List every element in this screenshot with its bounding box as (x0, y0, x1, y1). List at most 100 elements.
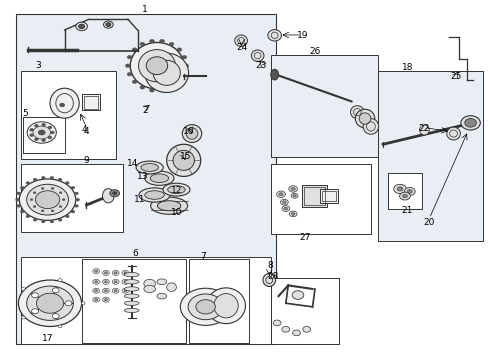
Circle shape (122, 288, 128, 293)
Circle shape (93, 279, 100, 284)
Circle shape (112, 270, 119, 275)
Text: 27: 27 (299, 233, 310, 242)
Circle shape (149, 89, 154, 92)
Circle shape (93, 269, 100, 274)
Circle shape (30, 134, 34, 136)
Circle shape (52, 314, 59, 319)
Circle shape (104, 272, 107, 274)
Circle shape (127, 72, 132, 76)
Text: 21: 21 (401, 206, 412, 215)
Circle shape (112, 279, 119, 284)
Ellipse shape (157, 279, 166, 285)
Text: 11: 11 (134, 195, 145, 204)
Text: 16: 16 (183, 127, 194, 136)
Text: 26: 26 (309, 47, 320, 56)
Text: 24: 24 (236, 43, 247, 52)
Circle shape (290, 212, 294, 215)
Bar (387, 173, 421, 208)
Circle shape (26, 215, 30, 218)
Circle shape (104, 298, 107, 301)
Ellipse shape (124, 280, 139, 284)
Ellipse shape (124, 294, 139, 298)
Ellipse shape (124, 273, 139, 277)
Circle shape (125, 64, 130, 67)
Circle shape (290, 193, 297, 198)
Circle shape (76, 22, 87, 31)
Text: 13: 13 (136, 172, 148, 181)
Circle shape (278, 193, 283, 196)
Circle shape (291, 291, 303, 299)
Circle shape (58, 219, 62, 221)
Bar (21, 71, 116, 158)
Ellipse shape (136, 161, 163, 174)
Ellipse shape (144, 53, 188, 93)
Circle shape (288, 211, 296, 217)
Circle shape (140, 42, 144, 46)
Ellipse shape (124, 308, 139, 312)
Circle shape (65, 215, 69, 218)
Circle shape (33, 126, 50, 139)
Text: 14: 14 (127, 159, 138, 168)
Circle shape (290, 187, 295, 190)
Ellipse shape (173, 150, 194, 170)
Circle shape (33, 219, 37, 221)
Circle shape (59, 206, 62, 208)
Circle shape (74, 204, 78, 207)
Text: 3: 3 (35, 61, 41, 70)
Circle shape (20, 186, 24, 189)
Text: 19: 19 (297, 31, 308, 40)
Circle shape (104, 290, 107, 292)
Circle shape (177, 48, 182, 51)
Text: 18: 18 (401, 63, 412, 72)
Text: 5: 5 (22, 109, 27, 118)
Circle shape (48, 136, 52, 139)
Circle shape (50, 131, 54, 134)
Circle shape (102, 297, 109, 302)
Circle shape (41, 139, 45, 141)
Circle shape (273, 320, 281, 326)
Circle shape (20, 210, 24, 213)
Text: 7: 7 (200, 252, 205, 261)
Circle shape (123, 290, 126, 292)
Ellipse shape (138, 50, 175, 82)
Circle shape (284, 207, 287, 210)
Bar (301, 185, 326, 207)
Ellipse shape (359, 113, 370, 124)
Circle shape (41, 187, 44, 189)
Circle shape (50, 220, 54, 223)
Circle shape (302, 327, 310, 332)
Circle shape (93, 288, 100, 293)
Ellipse shape (153, 60, 180, 85)
Circle shape (62, 199, 65, 201)
Circle shape (20, 179, 76, 220)
Circle shape (27, 184, 68, 215)
Circle shape (95, 270, 98, 272)
Circle shape (292, 330, 300, 336)
Circle shape (122, 270, 128, 275)
Ellipse shape (50, 88, 79, 118)
Ellipse shape (166, 283, 176, 292)
Circle shape (33, 192, 36, 194)
Circle shape (282, 206, 289, 211)
Circle shape (182, 55, 186, 59)
Circle shape (21, 316, 25, 319)
Bar (188, 258, 249, 342)
Bar (81, 94, 100, 111)
Ellipse shape (446, 127, 459, 140)
Ellipse shape (141, 163, 158, 171)
Ellipse shape (270, 69, 278, 80)
Ellipse shape (419, 125, 428, 135)
Circle shape (58, 279, 62, 282)
Ellipse shape (130, 42, 183, 89)
Text: 10: 10 (170, 208, 182, 217)
Circle shape (407, 190, 411, 193)
Circle shape (50, 176, 54, 179)
Ellipse shape (186, 128, 198, 139)
Circle shape (71, 210, 75, 213)
Circle shape (183, 64, 188, 67)
Text: 17: 17 (42, 334, 53, 343)
Bar (303, 187, 325, 205)
Circle shape (95, 290, 98, 292)
Ellipse shape (150, 174, 168, 183)
Ellipse shape (144, 171, 174, 185)
